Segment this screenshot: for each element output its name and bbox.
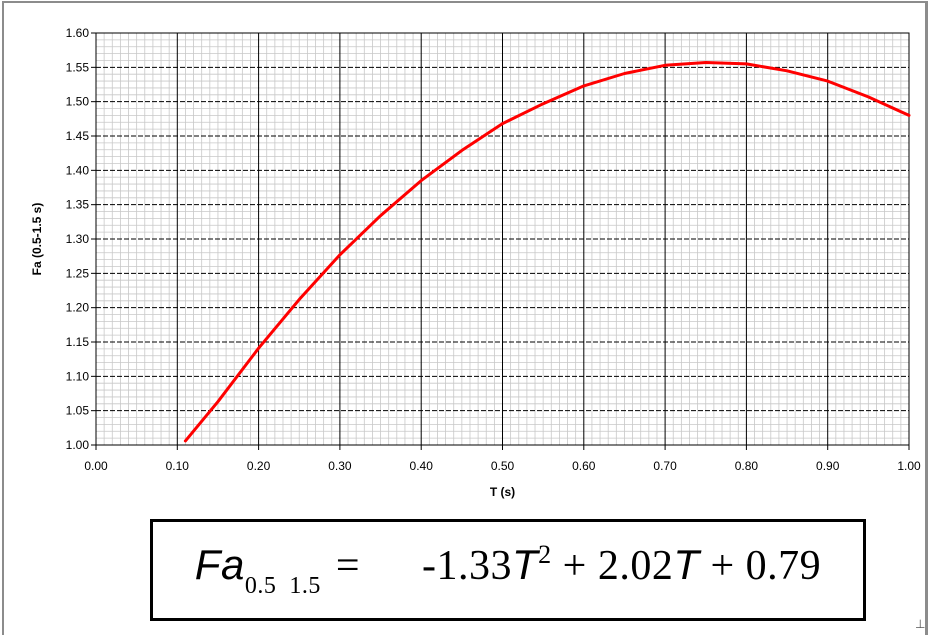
y-tick-label: 1.55 [66, 60, 90, 74]
y-tick-label: 1.35 [66, 198, 90, 212]
y-tick-label: 1.20 [66, 301, 90, 315]
x-axis-ticks: 0.00 0.10 0.20 0.30 0.40 0.50 0.60 0.70 0.80 0.90… [84, 445, 921, 473]
y-tick-label: 1.00 [66, 438, 90, 452]
x-axis-label: T (s) [490, 485, 515, 499]
y-axis-label: Fa (0.5-1.5 s) [30, 203, 44, 276]
formula-term2-coefficient: + 2.02 [562, 543, 674, 589]
y-tick-label: 1.45 [66, 129, 90, 143]
x-tick-label: 0.80 [735, 459, 759, 473]
formula-box: Fa0.5 1.5 = -1.33T2 + 2.02T + 0.79 [150, 519, 866, 621]
y-tick-label: 1.30 [66, 232, 90, 246]
x-tick-label: 0.90 [816, 459, 840, 473]
x-tick-label: 1.00 [897, 459, 921, 473]
formula-term1-variable: T [512, 541, 539, 588]
y-tick-label: 1.10 [66, 369, 90, 383]
corner-mark: ⊥ [915, 617, 926, 631]
series-line-1 [183, 61, 911, 443]
x-tick-label: 0.70 [653, 459, 677, 473]
x-tick-label: 0.40 [410, 459, 434, 473]
y-tick-label: 1.15 [66, 335, 90, 349]
y-tick-label: 1.60 [66, 26, 90, 40]
major-grid [96, 33, 909, 445]
x-tick-label: 0.00 [84, 459, 108, 473]
regression-formula: Fa0.5 1.5 = -1.33T2 + 2.02T + 0.79 [195, 540, 821, 600]
chart: 1.00 1.05 1.10 1.15 1.20 1.25 1.30 1.35 1.40 1.45… [30, 26, 921, 499]
y-tick-label: 1.40 [66, 163, 90, 177]
series-layer [183, 61, 911, 443]
formula-term3: + 0.79 [710, 543, 822, 589]
formula-term2-variable: T [673, 541, 700, 588]
x-tick-label: 0.50 [491, 459, 515, 473]
y-axis-ticks: 1.00 1.05 1.10 1.15 1.20 1.25 1.30 1.35 1.40 1.45… [66, 26, 96, 452]
formula-term1-exponent: 2 [538, 540, 552, 569]
formula-lhs-variable: Fa [194, 541, 245, 588]
x-tick-label: 0.60 [572, 459, 596, 473]
x-tick-label: 0.20 [247, 459, 271, 473]
y-tick-label: 1.50 [66, 95, 90, 109]
y-tick-label: 1.25 [66, 266, 90, 280]
formula-equals: = [335, 543, 360, 589]
y-tick-label: 1.05 [66, 404, 90, 418]
x-tick-label: 0.30 [328, 459, 352, 473]
formula-term1-coefficient: -1.33 [422, 543, 512, 589]
x-tick-label: 0.10 [166, 459, 190, 473]
formula-lhs-subscript: 0.5 1.5 [244, 573, 321, 599]
